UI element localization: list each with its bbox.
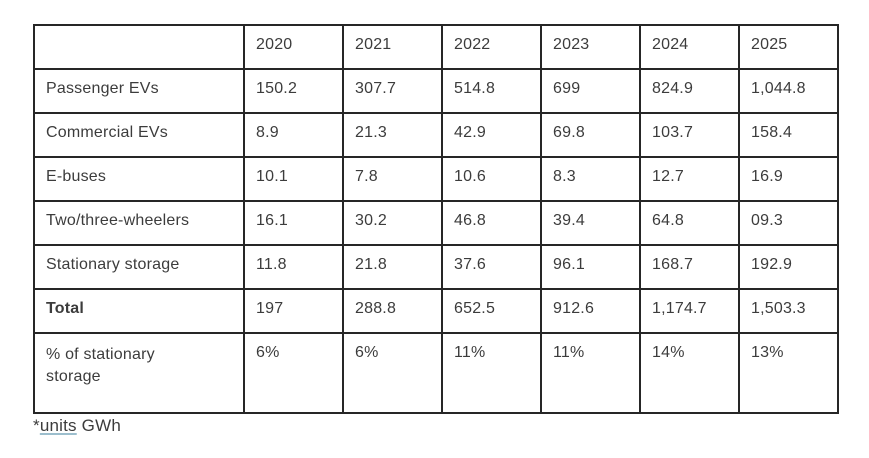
cell-value: 197 (243, 288, 344, 334)
header-cell-2024: 2024 (639, 24, 740, 70)
cell-value: 1,503.3 (738, 288, 839, 334)
cell-value: 12.7 (639, 156, 740, 202)
table-row-two-three-wheelers: Two/three-wheelers 16.1 30.2 46.8 39.4 6… (33, 200, 839, 246)
row-label: Two/three-wheelers (33, 200, 245, 246)
cell-value: 912.6 (540, 288, 641, 334)
cell-value: 10.6 (441, 156, 542, 202)
cell-value: 8.3 (540, 156, 641, 202)
table-row-total: Total 197 288.8 652.5 912.6 1,174.7 1,50… (33, 288, 839, 334)
cell-value: 514.8 (441, 68, 542, 114)
cell-value: 30.2 (342, 200, 443, 246)
cell-value: 10.1 (243, 156, 344, 202)
header-cell-2022: 2022 (441, 24, 542, 70)
table-row-percent-stationary: % of stationary storage 6% 6% 11% 11% 14… (33, 332, 839, 414)
cell-value: 699 (540, 68, 641, 114)
cell-value: 64.8 (639, 200, 740, 246)
footnote-asterisk: * (33, 416, 40, 435)
row-label: Total (33, 288, 245, 334)
cell-value: 11% (540, 332, 641, 414)
row-label-text: % of stationary storage (46, 346, 155, 385)
cell-value: 09.3 (738, 200, 839, 246)
cell-value: 39.4 (540, 200, 641, 246)
row-label-text: Two/three-wheelers (46, 212, 190, 229)
cell-value: 8.9 (243, 112, 344, 158)
table-row-passenger-evs: Passenger EVs 150.2 307.7 514.8 699 824.… (33, 68, 839, 114)
table-row-stationary-storage: Stationary storage 11.8 21.8 37.6 96.1 1… (33, 244, 839, 290)
cell-value: 1,174.7 (639, 288, 740, 334)
battery-demand-table-container: 2020 2021 2022 2023 2024 2025 Passenger … (33, 24, 839, 414)
footnote-units-word: units (39, 416, 77, 435)
table-row-e-buses: E-buses 10.1 7.8 10.6 8.3 12.7 16.9 (33, 156, 839, 202)
table-row-commercial-evs: Commercial EVs 8.9 21.3 42.9 69.8 103.7 … (33, 112, 839, 158)
cell-value: 16.9 (738, 156, 839, 202)
row-label: Commercial EVs (33, 112, 245, 158)
cell-value: 7.8 (342, 156, 443, 202)
header-cell-2021: 2021 (342, 24, 443, 70)
table-header-row: 2020 2021 2022 2023 2024 2025 (33, 24, 839, 70)
cell-value: 150.2 (243, 68, 344, 114)
row-label: Passenger EVs (33, 68, 245, 114)
cell-value: 14% (639, 332, 740, 414)
row-label-text: Passenger EVs (46, 80, 159, 97)
cell-value: 652.5 (441, 288, 542, 334)
cell-value: 192.9 (738, 244, 839, 290)
battery-demand-table: 2020 2021 2022 2023 2024 2025 Passenger … (33, 24, 839, 414)
cell-value: 168.7 (639, 244, 740, 290)
cell-value: 13% (738, 332, 839, 414)
cell-value: 1,044.8 (738, 68, 839, 114)
header-cell-2023: 2023 (540, 24, 641, 70)
cell-value: 6% (243, 332, 344, 414)
header-cell-empty (33, 24, 245, 70)
units-footnote: *units GWh (33, 416, 121, 436)
header-cell-2025: 2025 (738, 24, 839, 70)
cell-value: 824.9 (639, 68, 740, 114)
cell-value: 21.8 (342, 244, 443, 290)
cell-value: 11.8 (243, 244, 344, 290)
row-label: E-buses (33, 156, 245, 202)
row-label: % of stationary storage (33, 332, 245, 414)
row-label-text: Stationary storage (46, 256, 180, 273)
cell-value: 42.9 (441, 112, 542, 158)
cell-value: 288.8 (342, 288, 443, 334)
header-cell-2020: 2020 (243, 24, 344, 70)
cell-value: 21.3 (342, 112, 443, 158)
row-label-text: Total (46, 300, 85, 317)
row-label-text: Commercial EVs (46, 124, 168, 141)
footnote-suffix: GWh (76, 416, 121, 435)
cell-value: 6% (342, 332, 443, 414)
cell-value: 307.7 (342, 68, 443, 114)
cell-value: 16.1 (243, 200, 344, 246)
row-label-text: E-buses (46, 168, 107, 185)
cell-value: 69.8 (540, 112, 641, 158)
cell-value: 158.4 (738, 112, 839, 158)
cell-value: 96.1 (540, 244, 641, 290)
cell-value: 37.6 (441, 244, 542, 290)
cell-value: 103.7 (639, 112, 740, 158)
row-label: Stationary storage (33, 244, 245, 290)
cell-value: 11% (441, 332, 542, 414)
cell-value: 46.8 (441, 200, 542, 246)
